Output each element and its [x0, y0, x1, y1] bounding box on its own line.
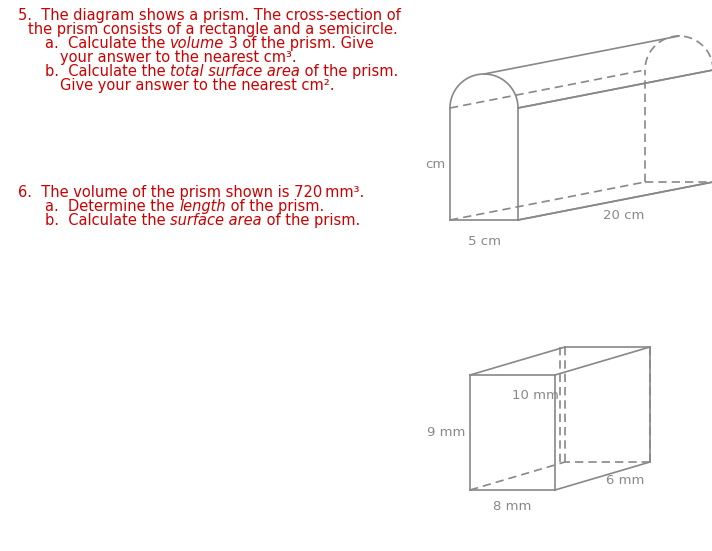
Text: of the prism.: of the prism. — [226, 199, 324, 214]
Text: a.  Calculate the: a. Calculate the — [45, 36, 170, 51]
Text: 6 mm: 6 mm — [607, 474, 645, 488]
Text: 5 cm: 5 cm — [468, 235, 501, 248]
Text: surface area: surface area — [170, 213, 262, 228]
Text: 20 cm: 20 cm — [603, 209, 644, 222]
Text: 3 of the prism. Give: 3 of the prism. Give — [224, 36, 374, 51]
Text: a.  Determine the: a. Determine the — [45, 199, 179, 214]
Text: the prism consists of a rectangle and a semicircle.: the prism consists of a rectangle and a … — [28, 22, 398, 37]
Text: of the prism.: of the prism. — [262, 213, 360, 228]
Text: b.  Calculate the: b. Calculate the — [45, 213, 170, 228]
Text: volume: volume — [170, 36, 224, 51]
Text: cm: cm — [426, 158, 446, 170]
Text: 9 mm: 9 mm — [426, 426, 465, 439]
Text: of the prism.: of the prism. — [300, 64, 399, 79]
Text: total surface area: total surface area — [170, 64, 300, 79]
Text: b.  Calculate the: b. Calculate the — [45, 64, 170, 79]
Text: 10 mm: 10 mm — [512, 389, 559, 402]
Text: 8 mm: 8 mm — [493, 500, 532, 513]
Text: your answer to the nearest cm³.: your answer to the nearest cm³. — [60, 50, 297, 65]
Text: 6.  The volume of the prism shown is 720 mm³.: 6. The volume of the prism shown is 720 … — [18, 185, 365, 200]
Text: length: length — [179, 199, 226, 214]
Text: 5.  The diagram shows a prism. The cross-section of: 5. The diagram shows a prism. The cross-… — [18, 8, 401, 23]
Text: Give your answer to the nearest cm².: Give your answer to the nearest cm². — [60, 78, 335, 93]
